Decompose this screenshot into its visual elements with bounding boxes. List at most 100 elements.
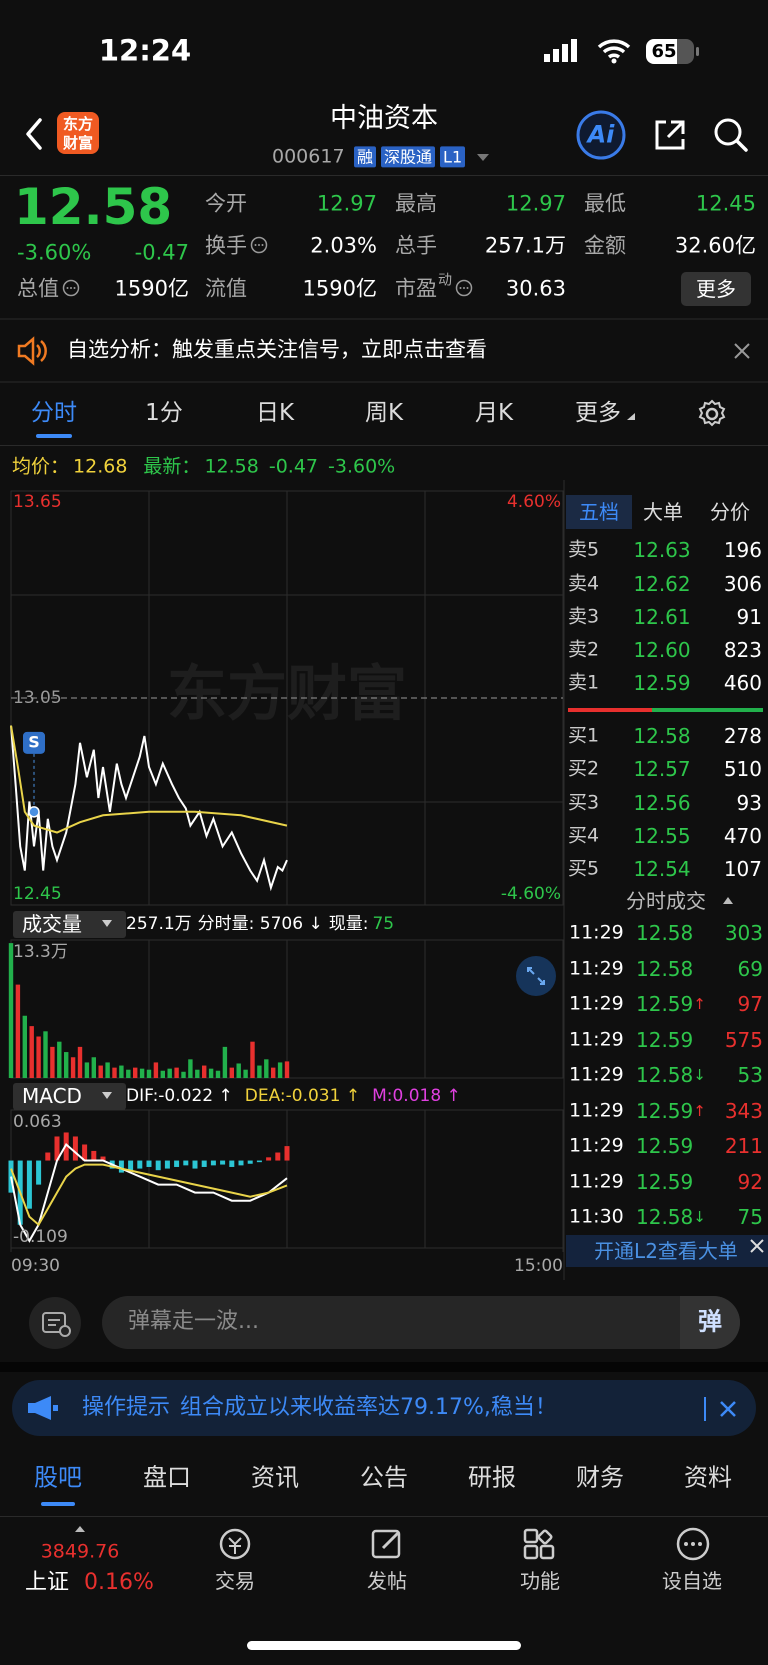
volume-now-label: 现量: (328, 913, 369, 934)
period-tab[interactable]: 更多 (575, 400, 621, 427)
bottom-tab[interactable]: 研报 (468, 1463, 516, 1492)
volume-bar (195, 1069, 200, 1078)
volume-bar (181, 1071, 186, 1078)
stat-label: 流值 (205, 276, 247, 301)
more-button[interactable] (681, 272, 751, 306)
period-tab[interactable]: 1分 (145, 400, 183, 427)
back-button[interactable] (20, 116, 50, 152)
macd-bar (100, 1156, 106, 1161)
book-label: 卖3 (568, 605, 600, 628)
volume-bar (222, 1046, 228, 1078)
info-icon[interactable] (62, 279, 80, 297)
tip-label[interactable]: 操作提示 (82, 1394, 171, 1420)
tip-text[interactable]: 组合成立以来收益率达79.17%,稳当！ (180, 1394, 557, 1420)
orderbook-tab-active[interactable] (566, 495, 632, 529)
y-tick-label: 13.65 (13, 492, 62, 512)
period-tab[interactable]: 日K (255, 400, 295, 427)
trade-price: 12.58 (636, 1205, 694, 1229)
index-value[interactable]: 3849.76 (40, 1540, 120, 1563)
orderbook-tab[interactable]: 分价 (710, 500, 750, 524)
signal-point (28, 806, 40, 818)
share-button[interactable] (652, 117, 688, 153)
trade-price: 12.59 (636, 1134, 694, 1158)
volume-bar (208, 1068, 214, 1078)
index-name[interactable]: 上证 (25, 1569, 70, 1595)
ai-button[interactable]: Ai (587, 120, 615, 149)
l2-box[interactable] (566, 1235, 768, 1267)
macd-bar (118, 1160, 124, 1173)
search-button[interactable] (712, 116, 750, 154)
info-icon[interactable] (455, 279, 473, 297)
danmaku-button[interactable]: 弹 (698, 1307, 722, 1336)
book-label: 买3 (568, 791, 600, 814)
bottom-tab[interactable]: 资料 (684, 1463, 732, 1492)
bottom-tab[interactable]: 财务 (576, 1463, 624, 1492)
banner-close[interactable] (733, 342, 751, 360)
volume-bar (91, 1057, 96, 1078)
nav-item[interactable]: 功能 (520, 1569, 560, 1593)
orderbook-tab[interactable]: 五档 (579, 500, 619, 524)
comment-icon[interactable] (28, 1296, 82, 1350)
bottom-tab[interactable]: 股吧 (34, 1463, 82, 1492)
more-button-label[interactable]: 更多 (696, 277, 736, 301)
index-pct[interactable]: 0.16% (84, 1569, 154, 1595)
banner-text[interactable]: 自选分析：触发重点关注信号，立即点击查看 (67, 337, 487, 362)
orderbook-tab[interactable]: 大单 (643, 500, 683, 524)
volume-bar (277, 1062, 283, 1078)
battery-tip (696, 47, 699, 56)
info-icon[interactable] (250, 236, 268, 254)
bottom-tab[interactable]: 公告 (360, 1463, 408, 1492)
nav-item[interactable]: 发帖 (367, 1569, 407, 1593)
book-volume: 278 (723, 724, 762, 748)
stat-value: 1590亿 (114, 276, 189, 301)
period-tab[interactable]: 周K (364, 400, 404, 427)
tip-close[interactable] (719, 1400, 737, 1418)
function-icon[interactable] (521, 1526, 559, 1562)
trade-volume: 303 (724, 921, 763, 945)
price-line (10, 725, 288, 892)
code-caret[interactable] (476, 153, 490, 163)
bottom-tab[interactable]: 资讯 (251, 1463, 299, 1492)
ai-button-ring[interactable] (574, 108, 628, 162)
watchlist-icon[interactable] (674, 1526, 712, 1562)
macd-bar (266, 1157, 272, 1161)
volume-bar (84, 1062, 90, 1078)
comment-input[interactable] (102, 1296, 740, 1349)
volume-caret (102, 920, 112, 927)
orderbook-bar-red (568, 708, 652, 712)
volume-minute: 分时量: 5706 ↓ (197, 913, 323, 934)
volume-title[interactable]: 成交量 (22, 912, 82, 936)
l2-close[interactable] (749, 1238, 765, 1254)
period-tab[interactable]: 月K (474, 400, 514, 427)
l2-link[interactable]: 开通L2查看大单 (594, 1239, 738, 1263)
macd-title[interactable]: MACD (22, 1084, 82, 1108)
trade-icon[interactable] (215, 1526, 255, 1562)
volume-bar (271, 1067, 276, 1078)
bottom-tab[interactable]: 盘口 (143, 1463, 191, 1492)
nav-item[interactable]: 设自选 (662, 1569, 722, 1593)
trade-time: 11:30 (569, 1205, 624, 1228)
period-tab[interactable]: 分时 (31, 400, 77, 427)
trade-price: 12.58 (636, 956, 694, 981)
volume-bar (229, 1067, 234, 1078)
settings-button[interactable] (697, 399, 727, 429)
header-divider (0, 175, 768, 176)
volume-bar (153, 1062, 159, 1078)
macd-caret (102, 1092, 112, 1099)
comment-placeholder[interactable]: 弹幕走一波... (128, 1308, 259, 1334)
expand-button[interactable] (515, 955, 557, 997)
info-last: 12.58 (204, 455, 259, 478)
book-volume: 510 (723, 757, 762, 781)
trade-time: 11:29 (569, 1134, 624, 1157)
macd-bar (275, 1152, 281, 1161)
tip-box[interactable] (12, 1380, 756, 1436)
book-volume: 93 (736, 791, 762, 815)
battery (646, 39, 694, 64)
book-volume: 107 (723, 857, 762, 881)
post-icon[interactable] (369, 1526, 407, 1562)
book-price: 12.63 (633, 538, 691, 562)
book-label: 卖5 (568, 538, 600, 561)
volume-bar (15, 984, 21, 1078)
nav-item[interactable]: 交易 (215, 1569, 255, 1593)
macd-bar (146, 1160, 152, 1167)
